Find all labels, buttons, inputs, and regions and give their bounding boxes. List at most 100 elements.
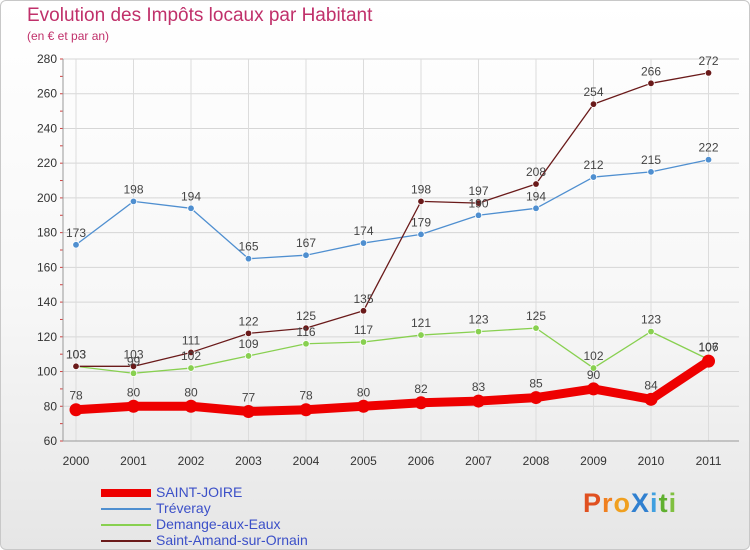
- plot-area: [63, 59, 739, 441]
- y-tick-label: 280: [37, 52, 57, 66]
- data-point-0: [644, 392, 658, 406]
- data-point-2: [359, 338, 368, 346]
- data-point-0: [702, 354, 715, 368]
- x-tick-label: 2009: [580, 454, 607, 468]
- legend-label: Tréveray: [156, 500, 211, 516]
- data-point-1: [704, 156, 713, 164]
- data-label: 208: [526, 165, 546, 179]
- chart-title: Evolution des Impôts locaux par Habitant: [27, 5, 373, 26]
- series-line-3: [75, 72, 710, 367]
- x-tick-label: 2010: [638, 454, 665, 468]
- data-label: 212: [583, 158, 603, 172]
- logo-letter: t: [658, 488, 669, 518]
- data-point-3: [532, 180, 540, 188]
- data-label: 102: [583, 349, 603, 363]
- data-point-2: [417, 331, 425, 339]
- data-point-0: [587, 382, 600, 396]
- data-label: 102: [181, 349, 201, 363]
- y-tick-label: 260: [37, 87, 57, 101]
- logo-letter: i: [668, 488, 678, 518]
- data-label: 197: [468, 184, 488, 198]
- y-tick-label: 100: [37, 365, 57, 379]
- data-label: 215: [641, 153, 661, 167]
- data-point-1: [187, 204, 195, 213]
- y-tick-label: 200: [37, 191, 57, 205]
- data-point-3: [474, 199, 483, 207]
- data-point-1: [302, 251, 310, 259]
- data-label: 83: [472, 380, 486, 394]
- data-label: 122: [238, 314, 258, 328]
- data-label: 103: [66, 347, 86, 361]
- data-point-3: [129, 362, 138, 371]
- y-tick-label: 180: [37, 226, 57, 240]
- legend-swatch: [101, 508, 151, 510]
- data-point-0: [299, 403, 313, 417]
- data-label: 80: [127, 385, 141, 399]
- data-label: 179: [411, 215, 431, 229]
- data-point-3: [417, 197, 425, 206]
- y-tick-label: 80: [44, 399, 58, 413]
- data-label: 84: [644, 378, 658, 392]
- legend-swatch: [101, 540, 151, 542]
- x-tick-label: 2004: [293, 454, 320, 468]
- data-label: 106: [698, 340, 718, 354]
- data-point-3: [187, 348, 195, 357]
- y-tick-label: 240: [37, 121, 57, 135]
- data-point-1: [647, 168, 655, 176]
- x-tick-label: 2003: [235, 454, 262, 468]
- data-point-0: [127, 399, 140, 413]
- data-label: 125: [296, 309, 316, 323]
- data-label: 103: [123, 347, 143, 361]
- data-label: 174: [353, 224, 373, 238]
- y-tick-label: 160: [37, 260, 57, 274]
- legend-label: SAINT-JOIRE: [156, 484, 243, 500]
- data-label: 117: [354, 323, 373, 337]
- data-point-0: [242, 404, 255, 418]
- data-label: 222: [698, 141, 718, 155]
- data-label: 190: [468, 196, 488, 210]
- data-label: 194: [181, 189, 201, 203]
- data-point-1: [359, 239, 368, 247]
- data-point-3: [704, 69, 713, 77]
- data-point-2: [474, 327, 483, 336]
- data-label: 123: [641, 313, 661, 327]
- y-tick-label: 220: [37, 156, 57, 170]
- data-point-2: [129, 369, 138, 377]
- data-point-2: [244, 352, 253, 360]
- x-tick-label: 2000: [63, 454, 90, 468]
- data-label: 272: [698, 54, 718, 68]
- data-label: 198: [411, 182, 431, 196]
- data-point-3: [302, 324, 310, 332]
- data-label: 121: [411, 316, 431, 330]
- data-point-2: [589, 364, 598, 372]
- data-label: 85: [529, 377, 543, 391]
- logo-letter: X: [631, 488, 651, 518]
- data-point-2: [532, 324, 540, 332]
- data-point-1: [532, 204, 540, 213]
- data-point-1: [589, 173, 598, 181]
- data-label: 123: [468, 313, 488, 327]
- y-tick-label: 120: [37, 330, 57, 344]
- legend-swatch: [101, 524, 151, 526]
- data-label: 82: [414, 382, 428, 396]
- data-label: 103: [66, 347, 86, 361]
- proxiti-logo: ProXiti: [583, 488, 677, 519]
- series-line-2: [75, 327, 710, 374]
- data-point-1: [417, 230, 425, 239]
- data-point-3: [589, 100, 598, 108]
- series-line-0: [71, 356, 713, 416]
- data-label: 111: [182, 333, 201, 347]
- data-label: 125: [526, 309, 546, 323]
- x-tick-label: 2011: [696, 454, 722, 468]
- data-point-3: [359, 307, 368, 315]
- logo-letter: r: [602, 488, 614, 518]
- data-label: 90: [587, 368, 601, 382]
- data-label: 107: [698, 340, 718, 354]
- data-label: 266: [641, 64, 661, 78]
- data-point-2: [647, 327, 655, 336]
- data-point-1: [129, 197, 138, 206]
- data-label: 78: [69, 389, 83, 403]
- data-label: 194: [526, 189, 546, 203]
- data-point-1: [244, 254, 253, 263]
- data-point-0: [184, 399, 198, 413]
